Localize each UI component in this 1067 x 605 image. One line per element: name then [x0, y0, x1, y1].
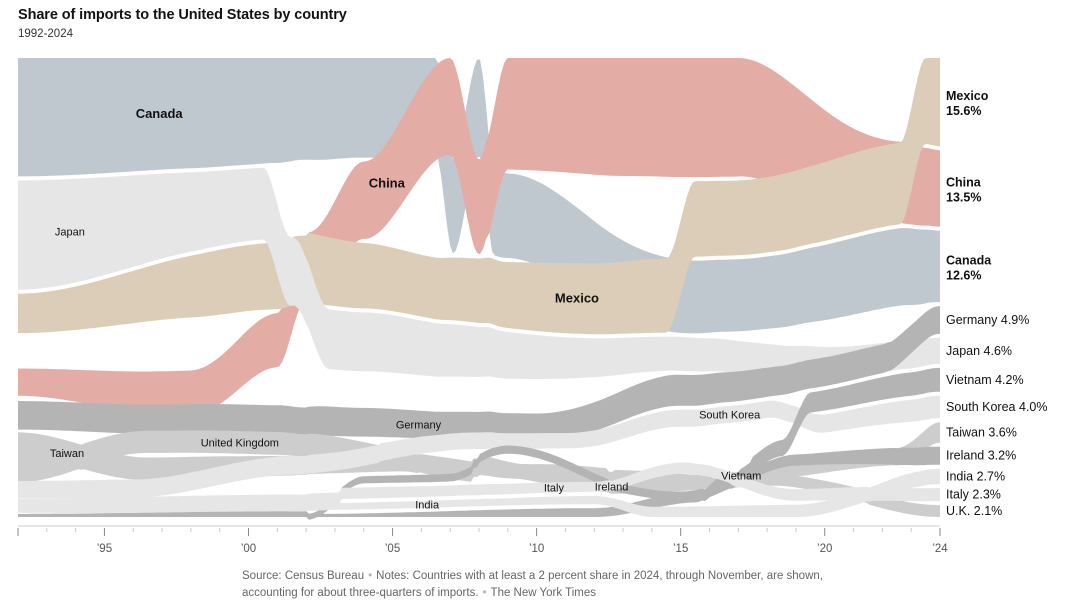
x-axis: ’95 ’00 ’05 ’10 ’15 ’20 ’24 — [17, 525, 948, 555]
end-label-india: India 2.7% — [946, 469, 1005, 483]
x-tick-label: ’24 — [932, 543, 948, 555]
end-label-mexico: Mexico 15.6% — [946, 89, 989, 118]
x-tick-label: ’10 — [529, 543, 544, 555]
credit-text: The New York Times — [490, 587, 597, 599]
inline-label-germany: Germany — [396, 419, 442, 431]
stream-china — [18, 58, 940, 416]
inline-label-south-korea: South Korea — [699, 410, 761, 422]
stream-mexico — [18, 58, 940, 335]
inline-label-ireland: Ireland — [595, 481, 629, 493]
inline-label-taiwan: Taiwan — [50, 448, 84, 460]
inline-label-mexico: Mexico — [555, 290, 599, 305]
separator-dot: • — [368, 570, 373, 582]
end-label-south-korea: South Korea 4.0% — [946, 400, 1047, 414]
x-tick-label: ’15 — [673, 543, 688, 555]
end-label-canada: Canada 12.6% — [946, 253, 992, 282]
inline-label-united-kingdom: United Kingdom — [201, 437, 279, 449]
stream-india — [18, 468, 940, 517]
end-label-taiwan: Taiwan 3.6% — [946, 425, 1017, 439]
chart-title: Share of imports to the United States by… — [18, 7, 347, 23]
end-label-china: China 13.5% — [946, 176, 982, 205]
inline-label-india: India — [415, 499, 440, 511]
end-label-ireland: Ireland 3.2% — [946, 449, 1016, 463]
end-label-japan: Japan 4.6% — [946, 344, 1012, 358]
chart-footer: Source: Census Bureau • Notes: Countries w… — [242, 568, 862, 602]
x-tick-label: ’95 — [97, 543, 112, 555]
inline-label-italy: Italy — [544, 482, 565, 494]
x-tick-label: ’00 — [241, 543, 256, 555]
import-share-chart: Canada Japan China Mexico Germany Taiwan Unite… — [17, 58, 1047, 555]
inline-label-china: China — [369, 175, 406, 190]
stream-italy — [18, 462, 940, 513]
inline-label-vietnam: Vietnam — [721, 471, 761, 483]
stream-japan — [18, 167, 940, 379]
separator-dot: • — [482, 587, 487, 599]
source-note: Source: Census Bureau — [242, 570, 365, 582]
end-label-italy: Italy 2.3% — [946, 488, 1001, 502]
chart-subtitle: 1992-2024 — [18, 28, 73, 40]
end-label-germany: Germany 4.9% — [946, 313, 1029, 327]
stream-germany — [18, 306, 940, 440]
x-tick-label: ’20 — [817, 543, 832, 555]
inline-labels-layer: Canada Japan China Mexico Germany Taiwan Unite… — [50, 106, 761, 511]
stream-united-kingdom — [18, 430, 940, 517]
inline-label-canada: Canada — [136, 106, 184, 121]
inline-label-japan: Japan — [55, 226, 85, 238]
end-labels-layer: Mexico 15.6% China 13.5% Canada 12.6% Germany … — [946, 89, 1047, 518]
end-label-u-k-: U.K. 2.1% — [946, 504, 1002, 518]
stream-canada — [18, 58, 940, 334]
streams-layer — [18, 58, 940, 520]
x-tick-label: ’05 — [385, 543, 400, 555]
end-label-vietnam: Vietnam 4.2% — [946, 373, 1024, 387]
stream-ireland — [18, 445, 940, 520]
notes-text: Notes: Countries with at least a 2 perce… — [242, 570, 823, 599]
stream-south-korea — [18, 395, 940, 499]
